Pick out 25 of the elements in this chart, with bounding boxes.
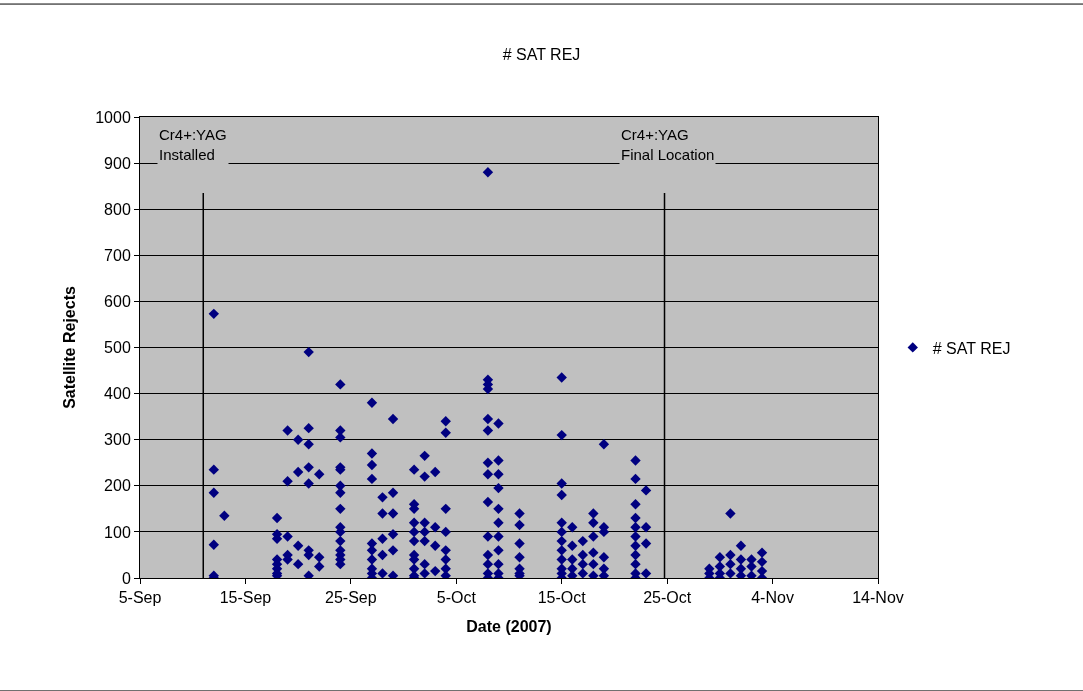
x-tick-label: 25-Sep: [325, 589, 377, 607]
x-tick-label: 5-Oct: [436, 589, 477, 607]
x-tick-label: 5-Sep: [118, 589, 162, 607]
x-tick-label: 14-Nov: [852, 589, 904, 607]
ref-line-label: Cr4+:YAG Installed: [159, 126, 227, 163]
ref-line-label: Cr4+:YAG Final Location: [621, 126, 715, 163]
x-axis-title: Date (2007): [466, 617, 552, 635]
y-tick-label: 900: [104, 154, 131, 172]
y-tick-label: 700: [104, 246, 131, 264]
x-tick-label: 4-Nov: [751, 589, 794, 607]
y-tick-label: 400: [104, 385, 131, 403]
y-tick-label: 300: [104, 431, 131, 449]
x-tick-label: 15-Sep: [219, 589, 272, 607]
x-tick-label: 15-Oct: [537, 589, 587, 607]
chart-title: # SAT REJ: [502, 45, 581, 63]
y-tick-label: 800: [104, 200, 131, 218]
y-tick-label: 1000: [95, 108, 131, 126]
y-tick-label: 600: [104, 293, 131, 310]
y-tick-label: 200: [104, 477, 131, 495]
x-tick-label: 25-Oct: [643, 589, 692, 607]
y-tick-label: 0: [121, 569, 131, 587]
y-tick-label: 500: [104, 339, 131, 357]
y-tick-label: 100: [104, 523, 131, 541]
y-axis-title: Satellite Rejects: [61, 286, 79, 409]
legend-label: # SAT REJ: [932, 339, 1011, 357]
